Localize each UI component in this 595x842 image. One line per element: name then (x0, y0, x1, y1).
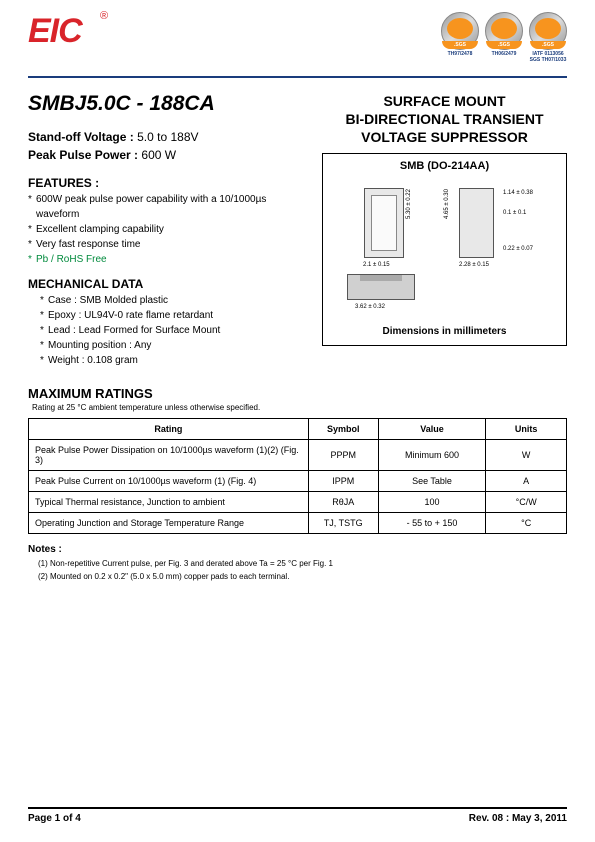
sgs-badge-icon: .SGS (441, 12, 479, 50)
cell: Peak Pulse Current on 10/1000µs waveform… (29, 471, 309, 492)
cell: °C (486, 513, 567, 534)
feature-item: Excellent clamping capability (28, 222, 304, 237)
cell: TJ, TSTG (308, 513, 378, 534)
dimension: 0.1 ± 0.1 (503, 210, 526, 216)
part-number-title: SMBJ5.0C - 188CA (28, 92, 304, 116)
dimension: 0.22 ± 0.07 (503, 246, 533, 252)
table-header-row: Rating Symbol Value Units (29, 419, 567, 440)
cell: - 55 to + 150 (378, 513, 486, 534)
cell: RθJA (308, 492, 378, 513)
certification-badges: .SGS TH97/2478 .SGS TH06/2479 .SGS IATF … (441, 12, 567, 63)
max-ratings-note: Rating at 25 °C ambient temperature unle… (28, 403, 567, 412)
cell: IPPM (308, 471, 378, 492)
standoff-label: Stand-off Voltage : (28, 130, 134, 144)
standoff-voltage: Stand-off Voltage : 5.0 to 188V (28, 130, 304, 144)
cert-1: .SGS TH97/2478 (441, 12, 479, 63)
cell: A (486, 471, 567, 492)
peak-label: Peak Pulse Power : (28, 148, 138, 162)
cert-3: .SGS IATF 0113056 SGS TH07/1033 (529, 12, 567, 63)
mech-item: Lead : Lead Formed for Surface Mount (40, 323, 304, 338)
features-header: FEATURES : (28, 176, 304, 190)
mech-item: Case : SMB Molded plastic (40, 293, 304, 308)
revision-date: Rev. 08 : May 3, 2011 (469, 813, 567, 824)
features-list: 600W peak pulse power capability with a … (28, 192, 304, 267)
cell: Minimum 600 (378, 440, 486, 471)
cell: Peak Pulse Power Dissipation on 10/1000µ… (29, 440, 309, 471)
cell: °C/W (486, 492, 567, 513)
cert-label: TH06/2479 (485, 52, 523, 58)
logo-text: EIC (28, 12, 82, 50)
table-row: Typical Thermal resistance, Junction to … (29, 492, 567, 513)
package-top-view (364, 188, 404, 258)
mechanical-header: MECHANICAL DATA (28, 277, 304, 291)
table-row: Operating Junction and Storage Temperatu… (29, 513, 567, 534)
mech-item: Mounting position : Any (40, 338, 304, 353)
cell: Typical Thermal resistance, Junction to … (29, 492, 309, 513)
dimension: 5.30 ± 0.22 (406, 189, 412, 219)
cert-label: IATF 0113056 SGS TH07/1033 (529, 52, 567, 63)
page-footer: Page 1 of 4 Rev. 08 : May 3, 2011 (28, 807, 567, 824)
dimension: 1.14 ± 0.38 (503, 190, 533, 196)
dimension: 3.62 ± 0.32 (355, 304, 385, 310)
max-ratings-table: Rating Symbol Value Units Peak Pulse Pow… (28, 418, 567, 534)
package-side-view (459, 188, 494, 258)
cell: See Table (378, 471, 486, 492)
mech-item: Weight : 0.108 gram (40, 353, 304, 368)
cell: Operating Junction and Storage Temperatu… (29, 513, 309, 534)
package-front-view (347, 274, 415, 300)
cert-label: TH97/2478 (441, 52, 479, 58)
feature-item: Very fast response time (28, 237, 304, 252)
dimension: 4.65 ± 0.30 (444, 189, 450, 219)
col-value: Value (378, 419, 486, 440)
eic-logo: EIC ® (28, 12, 148, 67)
mech-item: Epoxy : UL94V-0 rate flame retardant (40, 308, 304, 323)
header-divider (28, 76, 567, 78)
registered-mark: ® (100, 10, 108, 22)
right-column: SURFACE MOUNT BI-DIRECTIONAL TRANSIENT V… (322, 92, 567, 368)
page-header: EIC ® .SGS TH97/2478 .SGS TH06/2479 .SGS… (28, 12, 567, 72)
package-caption: Dimensions in millimeters (329, 326, 560, 337)
dimension: 2.1 ± 0.15 (363, 262, 390, 268)
dimension: 2.28 ± 0.15 (459, 262, 489, 268)
max-ratings-header: MAXIMUM RATINGS (28, 386, 567, 401)
peak-value: 600 W (141, 148, 176, 162)
table-row: Peak Pulse Power Dissipation on 10/1000µ… (29, 440, 567, 471)
cell: PPPM (308, 440, 378, 471)
page-number: Page 1 of 4 (28, 813, 81, 824)
feature-item-rohs: Pb / RoHS Free (28, 252, 304, 267)
note-1: (1) Non-repetitive Current pulse, per Fi… (28, 559, 567, 568)
feature-item: 600W peak pulse power capability with a … (28, 192, 304, 222)
col-rating: Rating (29, 419, 309, 440)
cell: 100 (378, 492, 486, 513)
note-2: (2) Mounted on 0.2 x 0.2" (5.0 x 5.0 mm)… (28, 572, 567, 581)
cell: W (486, 440, 567, 471)
notes-header: Notes : (28, 544, 567, 555)
cert-2: .SGS TH06/2479 (485, 12, 523, 63)
col-units: Units (486, 419, 567, 440)
col-symbol: Symbol (308, 419, 378, 440)
sgs-badge-icon: .SGS (485, 12, 523, 50)
top-content: SMBJ5.0C - 188CA Stand-off Voltage : 5.0… (28, 92, 567, 368)
standoff-value: 5.0 to 188V (137, 130, 198, 144)
sgs-badge-icon: .SGS (529, 12, 567, 50)
product-type-title: SURFACE MOUNT BI-DIRECTIONAL TRANSIENT V… (322, 92, 567, 147)
left-column: SMBJ5.0C - 188CA Stand-off Voltage : 5.0… (28, 92, 304, 368)
mechanical-list: Case : SMB Molded plastic Epoxy : UL94V-… (28, 293, 304, 368)
package-name: SMB (DO-214AA) (329, 160, 560, 172)
table-row: Peak Pulse Current on 10/1000µs waveform… (29, 471, 567, 492)
package-outline-box: SMB (DO-214AA) 5.30 ± 0.22 4.65 ± 0.30 2… (322, 153, 567, 346)
package-drawing: 5.30 ± 0.22 4.65 ± 0.30 2.1 ± 0.15 2.28 … (329, 176, 560, 316)
peak-power: Peak Pulse Power : 600 W (28, 148, 304, 162)
